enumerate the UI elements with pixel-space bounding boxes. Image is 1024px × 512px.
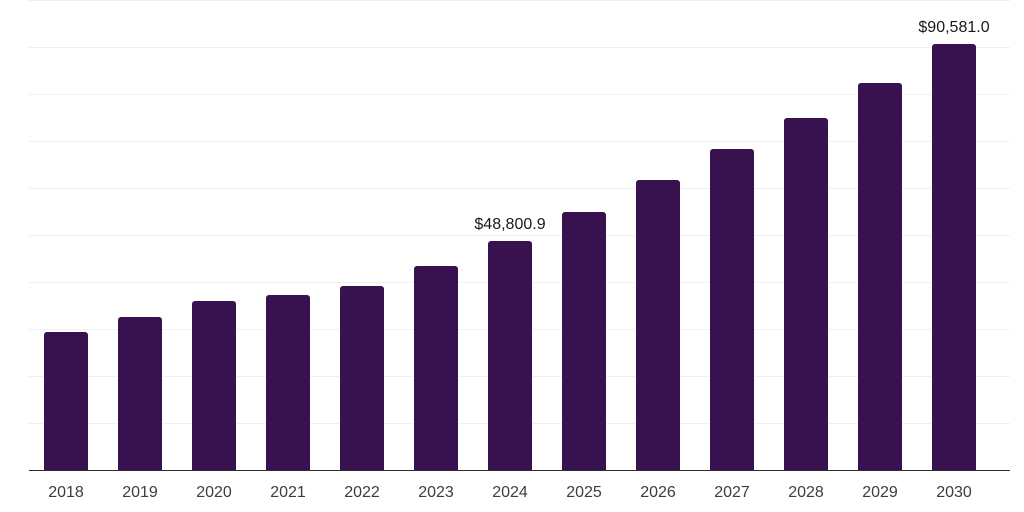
bar-2025 <box>562 211 606 470</box>
gridline-80000 <box>29 94 1010 95</box>
value-label-2030: $90,581.0 <box>918 19 990 37</box>
bar-2022 <box>340 285 384 470</box>
x-axis-line <box>29 470 1010 471</box>
x-tick-2019: 2019 <box>122 484 158 501</box>
gridline-60000 <box>29 188 1010 189</box>
bar-2030 <box>932 44 976 470</box>
gridline-100000 <box>29 0 1010 1</box>
gridline-50000 <box>29 235 1010 236</box>
x-tick-2021: 2021 <box>270 484 306 501</box>
gridline-70000 <box>29 141 1010 142</box>
gridline-90000 <box>29 47 1010 48</box>
x-tick-2030: 2030 <box>936 484 972 501</box>
x-tick-2024: 2024 <box>492 484 528 501</box>
x-tick-2023: 2023 <box>418 484 454 501</box>
bar-2019 <box>118 316 162 470</box>
plot-area: $48,800.9 $90,581.0 <box>29 0 1010 470</box>
x-tick-2029: 2029 <box>862 484 898 501</box>
bar-2024 <box>488 240 532 470</box>
x-tick-2020: 2020 <box>196 484 232 501</box>
x-axis: 2018 2019 2020 2021 2022 2023 2024 2025 2026 2027… <box>29 471 1010 512</box>
bar-2023 <box>414 265 458 470</box>
x-tick-2018: 2018 <box>48 484 84 501</box>
bar-2029 <box>858 83 902 470</box>
bar-2021 <box>266 294 310 470</box>
x-tick-2028: 2028 <box>788 484 824 501</box>
bar-2020 <box>192 300 236 470</box>
x-tick-2027: 2027 <box>714 484 750 501</box>
value-label-2024: $48,800.9 <box>474 215 546 233</box>
bar-2027 <box>710 149 754 470</box>
x-tick-2026: 2026 <box>640 484 676 501</box>
x-tick-2022: 2022 <box>344 484 380 501</box>
bar-2028 <box>784 118 828 470</box>
x-tick-2025: 2025 <box>566 484 602 501</box>
bar-2018 <box>44 331 88 470</box>
bar-2026 <box>636 179 680 470</box>
